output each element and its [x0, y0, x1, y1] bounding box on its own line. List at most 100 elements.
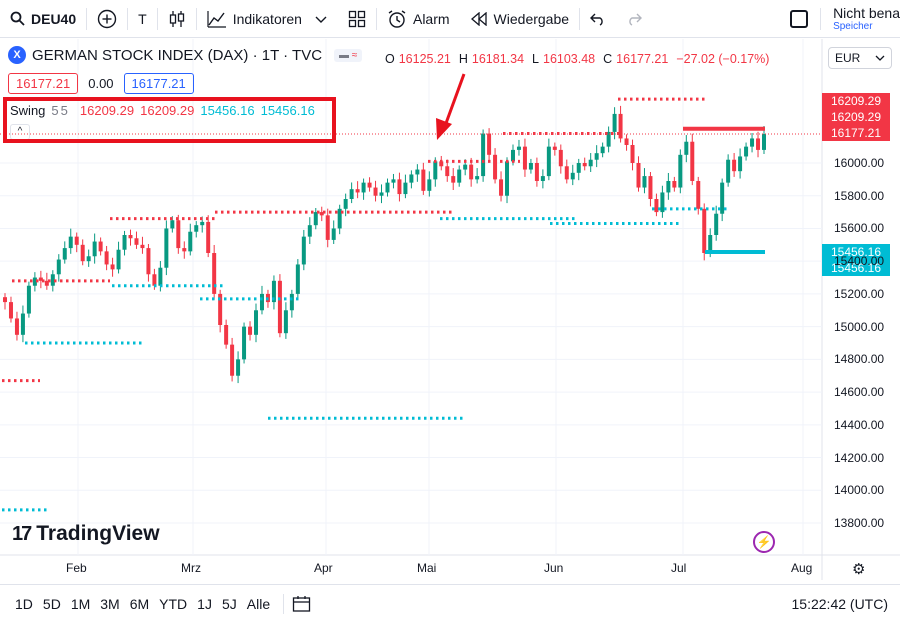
indicators-icon: [207, 10, 226, 28]
candle-body: [672, 181, 677, 188]
swing-high-value-2: 16209.29: [140, 103, 195, 118]
range-button-3m[interactable]: 3M: [100, 595, 120, 612]
candle-body: [283, 310, 288, 334]
candle-body: [271, 280, 276, 303]
symbol-search[interactable]: DEU40: [0, 0, 86, 38]
lightning-icon[interactable]: ⚡: [753, 531, 775, 553]
price-tick-label: 15600.00: [834, 221, 885, 236]
candle-body: [182, 248, 187, 252]
range-button-5j[interactable]: 5J: [221, 595, 237, 612]
candle-body: [92, 241, 97, 257]
divider: [156, 7, 158, 30]
annotation-arrow-head: [436, 118, 452, 140]
price-tick-label: 15400.00: [834, 254, 885, 269]
candle-body: [367, 182, 372, 188]
last-price-tag: 16177.21: [822, 125, 890, 141]
candle-body: [170, 220, 175, 229]
candle-body: [343, 199, 348, 209]
candle-body: [528, 163, 533, 170]
price-tick-label: 13800.00: [834, 516, 885, 530]
indicators-button[interactable]: Indikatoren: [197, 0, 338, 38]
candle-body: [732, 159, 737, 172]
compare-button[interactable]: [87, 0, 127, 38]
swing-name: Swing: [10, 103, 46, 118]
tradingview-logo[interactable]: 17 TradingView: [12, 522, 160, 546]
undo-button[interactable]: [580, 0, 616, 38]
candle-body: [439, 161, 444, 167]
candle-body: [750, 138, 755, 147]
candle-body: [702, 208, 707, 253]
layout-grid-icon: [348, 10, 366, 27]
market-status-badge[interactable]: ▬ ≈: [334, 48, 363, 62]
replay-button[interactable]: Wiedergabe: [460, 0, 580, 38]
save-title: Nicht bena: [833, 4, 900, 21]
range-button-alle[interactable]: Alle: [246, 595, 271, 612]
candle-body: [756, 138, 761, 150]
candle-body: [594, 153, 599, 160]
alarm-button[interactable]: Alarm: [377, 0, 460, 38]
range-button-1j[interactable]: 1J: [197, 595, 212, 612]
candle-body: [248, 326, 253, 335]
sell-price-button[interactable]: 16177.21: [8, 73, 79, 94]
candle-body: [540, 176, 545, 181]
candle-body: [690, 141, 695, 181]
range-button-6m[interactable]: 6M: [129, 595, 150, 612]
range-button-ytd[interactable]: YTD: [159, 595, 188, 612]
candle-body: [361, 182, 366, 193]
replay-label: Wiedergabe: [493, 10, 570, 27]
candle-body: [618, 113, 623, 139]
candle-body: [714, 213, 719, 235]
tradingview-mark-icon: 17: [12, 522, 32, 545]
candle-body: [349, 189, 354, 199]
symbol-title[interactable]: X GERMAN STOCK INDEX (DAX) · 1T · TVC ▬ …: [8, 46, 363, 64]
high-key: H: [458, 52, 468, 66]
utc-clock[interactable]: 15:22:42 (UTC): [791, 596, 888, 612]
candle-body: [236, 359, 241, 376]
range-button-1m[interactable]: 1M: [70, 595, 91, 612]
symbol-logo-icon: X: [8, 46, 26, 64]
range-button-5d[interactable]: 5D: [42, 595, 61, 612]
candle-body: [212, 253, 217, 294]
divider: [86, 7, 88, 30]
candle-body: [116, 249, 121, 270]
range-button-1d[interactable]: 1D: [15, 595, 33, 612]
candle-body: [206, 221, 211, 253]
candle-body: [510, 149, 515, 162]
candle-body: [140, 244, 145, 249]
candle-body: [570, 172, 575, 180]
swing-indicator-legend[interactable]: Swing 5 5 16209.29 16209.29 15456.16 154…: [10, 103, 315, 118]
candle-body: [558, 149, 563, 167]
candle-body: [499, 179, 504, 196]
alarm-label: Alarm: [412, 10, 450, 27]
highlight-annotation-box: [3, 97, 336, 143]
candle-body: [522, 146, 527, 170]
date-range-icon[interactable]: [292, 595, 312, 613]
undo-icon: [590, 13, 603, 26]
candle-body: [433, 161, 438, 180]
candle-body: [409, 174, 414, 183]
candle-body: [582, 163, 587, 167]
chart-type-button[interactable]: [158, 0, 196, 38]
symbol-full-name: GERMAN STOCK INDEX (DAX) · 1T · TVC: [32, 46, 323, 64]
layouts-button[interactable]: [338, 0, 376, 38]
interval-label: T: [138, 10, 147, 27]
interval-button[interactable]: T: [128, 0, 157, 38]
range-buttons: 1D 5D 1M 3M 6M YTD 1J 5J Alle: [10, 596, 275, 612]
candle-body: [8, 302, 13, 319]
candle-body: [74, 236, 79, 245]
candle-body: [481, 133, 486, 177]
candle-body: [379, 192, 384, 196]
price-tick-label: 14000.00: [834, 483, 885, 498]
save-checkbox[interactable]: [790, 10, 809, 28]
candle-body: [660, 192, 665, 213]
chart-pane[interactable]: [0, 39, 900, 580]
price-chart[interactable]: [0, 39, 900, 580]
buy-price-button[interactable]: 16177.21: [123, 73, 194, 94]
gear-icon[interactable]: ⚙: [852, 561, 866, 578]
redo-button[interactable]: [616, 0, 652, 38]
save-layout-button[interactable]: Nicht bena Speicher: [833, 4, 900, 32]
candle-body: [654, 199, 659, 213]
currency-select[interactable]: EUR: [828, 47, 892, 69]
divider: [820, 8, 822, 30]
candle-body: [86, 256, 91, 262]
